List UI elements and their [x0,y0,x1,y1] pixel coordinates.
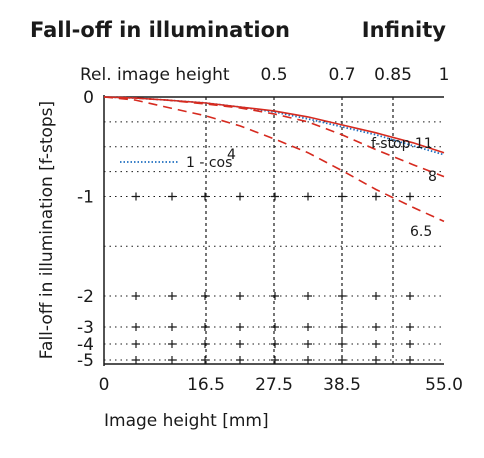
plus-marker [132,356,140,364]
x-tick-label: 0 [99,375,110,395]
plus-marker [132,292,140,300]
plus-marker [168,192,176,201]
curve-label-f11: f-stop 11 [371,136,433,152]
top-tick-label: 1 [439,65,450,85]
top-axis-label: Rel. image height [80,65,230,85]
plus-marker [236,192,244,201]
legend-label: 1 - cos [186,155,232,171]
plus-marker [132,340,140,348]
plus-marker [271,323,279,331]
plus-marker [168,292,176,300]
plus-marker [201,340,209,348]
grid-lines [104,97,444,364]
top-tick-label: 0.5 [260,65,287,85]
plus-marker [168,340,176,348]
axes [103,95,444,366]
plus-marker [168,356,176,364]
plus-marker [304,192,312,201]
y-tick-label: 0 [83,88,94,108]
plus-marker [406,192,414,201]
plus-marker [338,323,346,331]
plus-marker [372,323,380,331]
plus-marker [201,323,209,331]
y-tick-label: -4 [77,335,94,355]
plus-marker [338,192,346,201]
plus-marker [338,292,346,300]
y-tick-label: -2 [77,287,94,307]
plus-marker [271,292,279,300]
series-line [103,96,445,178]
plus-marker [271,340,279,348]
plus-marker [406,292,414,300]
legend-superscript: 4 [227,147,236,163]
plus-marker [372,292,380,300]
x-tick-label: 38.5 [323,375,361,395]
x-tick-label: 55.0 [425,375,463,395]
series-line [103,96,445,223]
plus-marker [236,292,244,300]
plus-marker [201,356,209,364]
plus-marker [406,356,414,364]
x-tick-label: 27.5 [255,375,293,395]
series-line [103,96,445,156]
y-axis-label: Fall-off in illumination [f-stops] [37,101,57,359]
plus-marker [236,340,244,348]
curve-label-65: 6.5 [410,224,432,240]
x-axis-label: Image height [mm] [104,411,269,431]
plus-marker [271,356,279,364]
plus-marker [338,340,346,348]
plus-marker [201,192,209,201]
plus-marker [132,323,140,331]
y-tick-label: -1 [77,188,94,208]
plus-marker [372,340,380,348]
chart-condition-label: Infinity [361,18,446,42]
plus-marker [168,323,176,331]
plus-marker [132,192,140,201]
plus-marker [406,323,414,331]
plus-marker [372,356,380,364]
plus-marker [304,292,312,300]
plus-marker [304,356,312,364]
top-tick-label: 0.85 [374,65,412,85]
y-tick-label: -5 [77,351,94,371]
chart-title: Fall-off in illumination [30,18,290,42]
x-tick-label: 16.5 [187,375,225,395]
plus-markers [132,192,414,364]
y-tick-label: -3 [77,318,94,338]
plus-marker [372,192,380,201]
curve-label-8: 8 [428,169,437,185]
plus-marker [236,356,244,364]
plus-marker [304,340,312,348]
series-lines [103,96,445,223]
top-tick-label: 0.7 [328,65,355,85]
plus-marker [304,323,312,331]
plus-marker [236,323,244,331]
plus-marker [271,192,279,201]
plus-marker [201,292,209,300]
plus-marker [338,356,346,364]
plus-marker [406,340,414,348]
